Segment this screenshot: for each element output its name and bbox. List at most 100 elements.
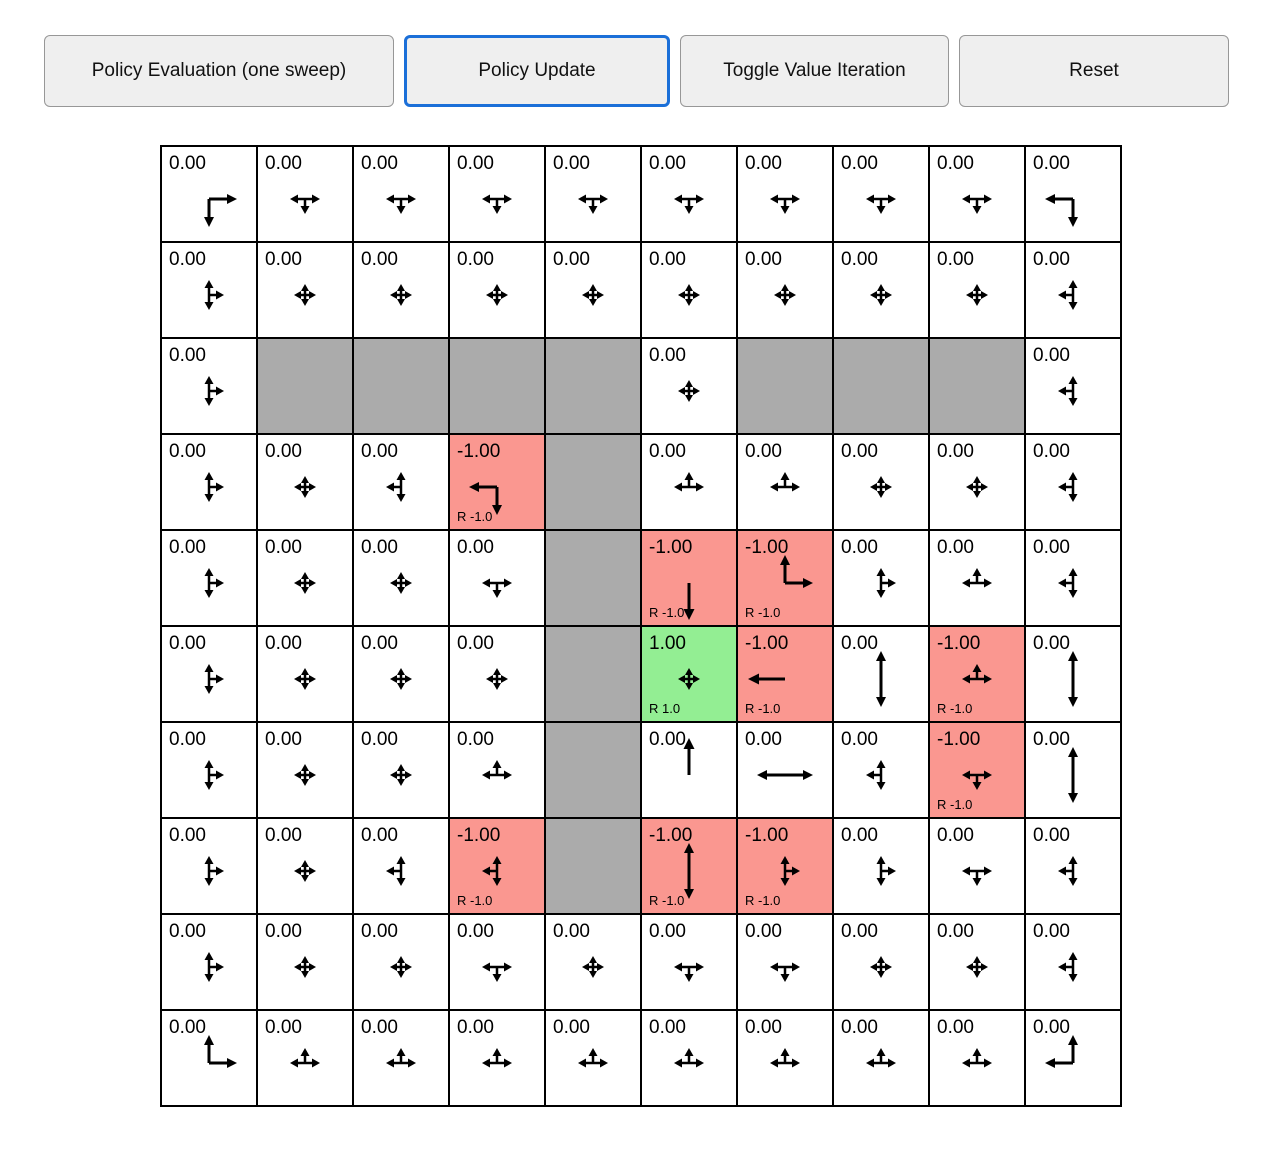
grid-cell-r0c7[interactable]: 0.00 [833,146,929,242]
grid-cell-r8c4[interactable]: 0.00 [545,914,641,1010]
grid-cell-r8c5[interactable]: 0.00 [641,914,737,1010]
grid-cell-r1c0[interactable]: 0.00 [161,242,257,338]
grid-cell-r2c2-wall[interactable] [353,338,449,434]
policy-update-button[interactable]: Policy Update [404,35,670,107]
grid-cell-r6c4-wall[interactable] [545,722,641,818]
grid-cell-r0c6[interactable]: 0.00 [737,146,833,242]
grid-cell-r7c1[interactable]: 0.00 [257,818,353,914]
grid-cell-r2c1-wall[interactable] [257,338,353,434]
grid-cell-r7c9[interactable]: 0.00 [1025,818,1121,914]
grid-cell-r4c6[interactable]: -1.00 R -1.0 [737,530,833,626]
grid-cell-r4c0[interactable]: 0.00 [161,530,257,626]
grid-cell-r0c3[interactable]: 0.00 [449,146,545,242]
grid-cell-r4c3[interactable]: 0.00 [449,530,545,626]
reset-button[interactable]: Reset [959,35,1229,107]
grid-cell-r6c6[interactable]: 0.00 [737,722,833,818]
grid-cell-r9c6[interactable]: 0.00 [737,1010,833,1106]
grid-cell-r4c2[interactable]: 0.00 [353,530,449,626]
grid-cell-r5c7[interactable]: 0.00 [833,626,929,722]
grid-cell-r0c5[interactable]: 0.00 [641,146,737,242]
grid-cell-r6c0[interactable]: 0.00 [161,722,257,818]
grid-cell-r3c7[interactable]: 0.00 [833,434,929,530]
grid-cell-r7c6[interactable]: -1.00 R -1.0 [737,818,833,914]
grid-cell-r1c5[interactable]: 0.00 [641,242,737,338]
grid-cell-r2c9[interactable]: 0.00 [1025,338,1121,434]
grid-cell-r2c0[interactable]: 0.00 [161,338,257,434]
grid-cell-r3c0[interactable]: 0.00 [161,434,257,530]
grid-cell-r3c2[interactable]: 0.00 [353,434,449,530]
grid-cell-r4c5[interactable]: -1.00 R -1.0 [641,530,737,626]
grid-cell-r1c1[interactable]: 0.00 [257,242,353,338]
grid-cell-r7c0[interactable]: 0.00 [161,818,257,914]
grid-cell-r8c0[interactable]: 0.00 [161,914,257,1010]
grid-cell-r0c4[interactable]: 0.00 [545,146,641,242]
grid-cell-r9c0[interactable]: 0.00 [161,1010,257,1106]
grid-cell-r9c4[interactable]: 0.00 [545,1010,641,1106]
grid-cell-r3c3[interactable]: -1.00 R -1.0 [449,434,545,530]
grid-cell-r7c5[interactable]: -1.00 R -1.0 [641,818,737,914]
grid-cell-r1c2[interactable]: 0.00 [353,242,449,338]
grid-cell-r3c1[interactable]: 0.00 [257,434,353,530]
grid-cell-r9c3[interactable]: 0.00 [449,1010,545,1106]
grid-cell-r9c9[interactable]: 0.00 [1025,1010,1121,1106]
grid-cell-r6c2[interactable]: 0.00 [353,722,449,818]
grid-cell-r5c2[interactable]: 0.00 [353,626,449,722]
grid-cell-r9c2[interactable]: 0.00 [353,1010,449,1106]
grid-cell-r6c9[interactable]: 0.00 [1025,722,1121,818]
grid-cell-r0c8[interactable]: 0.00 [929,146,1025,242]
grid-cell-r4c1[interactable]: 0.00 [257,530,353,626]
grid-cell-r8c7[interactable]: 0.00 [833,914,929,1010]
grid-cell-r1c6[interactable]: 0.00 [737,242,833,338]
grid-cell-r4c7[interactable]: 0.00 [833,530,929,626]
grid-cell-r8c1[interactable]: 0.00 [257,914,353,1010]
grid-cell-r1c3[interactable]: 0.00 [449,242,545,338]
grid-cell-r2c5[interactable]: 0.00 [641,338,737,434]
grid-cell-r3c9[interactable]: 0.00 [1025,434,1121,530]
grid-cell-r8c2[interactable]: 0.00 [353,914,449,1010]
grid-cell-r8c3[interactable]: 0.00 [449,914,545,1010]
grid-cell-r3c6[interactable]: 0.00 [737,434,833,530]
grid-cell-r6c8[interactable]: -1.00 R -1.0 [929,722,1025,818]
grid-cell-r5c9[interactable]: 0.00 [1025,626,1121,722]
toggle-value-iteration-button[interactable]: Toggle Value Iteration [680,35,949,107]
grid-cell-r6c1[interactable]: 0.00 [257,722,353,818]
grid-cell-r7c4-wall[interactable] [545,818,641,914]
grid-cell-r9c5[interactable]: 0.00 [641,1010,737,1106]
grid-cell-r3c5[interactable]: 0.00 [641,434,737,530]
grid-cell-r4c9[interactable]: 0.00 [1025,530,1121,626]
grid-cell-r5c0[interactable]: 0.00 [161,626,257,722]
grid-cell-r9c1[interactable]: 0.00 [257,1010,353,1106]
grid-cell-r5c6[interactable]: -1.00 R -1.0 [737,626,833,722]
grid-cell-r1c8[interactable]: 0.00 [929,242,1025,338]
grid-cell-r0c2[interactable]: 0.00 [353,146,449,242]
grid-cell-r7c8[interactable]: 0.00 [929,818,1025,914]
grid-cell-r1c4[interactable]: 0.00 [545,242,641,338]
grid-cell-r3c8[interactable]: 0.00 [929,434,1025,530]
grid-cell-r5c5[interactable]: 1.00 R 1.0 [641,626,737,722]
grid-cell-r4c4-wall[interactable] [545,530,641,626]
grid-cell-r0c0[interactable]: 0.00 [161,146,257,242]
grid-cell-r2c3-wall[interactable] [449,338,545,434]
grid-cell-r5c8[interactable]: -1.00 R -1.0 [929,626,1025,722]
grid-cell-r9c8[interactable]: 0.00 [929,1010,1025,1106]
grid-cell-r2c8-wall[interactable] [929,338,1025,434]
grid-cell-r1c9[interactable]: 0.00 [1025,242,1121,338]
grid-cell-r5c3[interactable]: 0.00 [449,626,545,722]
grid-cell-r8c9[interactable]: 0.00 [1025,914,1121,1010]
grid-cell-r3c4-wall[interactable] [545,434,641,530]
grid-cell-r6c3[interactable]: 0.00 [449,722,545,818]
grid-cell-r5c1[interactable]: 0.00 [257,626,353,722]
grid-cell-r7c2[interactable]: 0.00 [353,818,449,914]
grid-cell-r0c1[interactable]: 0.00 [257,146,353,242]
grid-cell-r9c7[interactable]: 0.00 [833,1010,929,1106]
grid-cell-r2c6-wall[interactable] [737,338,833,434]
grid-cell-r8c6[interactable]: 0.00 [737,914,833,1010]
grid-cell-r5c4-wall[interactable] [545,626,641,722]
grid-cell-r1c7[interactable]: 0.00 [833,242,929,338]
grid-cell-r0c9[interactable]: 0.00 [1025,146,1121,242]
grid-cell-r7c3[interactable]: -1.00 R -1.0 [449,818,545,914]
grid-cell-r8c8[interactable]: 0.00 [929,914,1025,1010]
grid-cell-r4c8[interactable]: 0.00 [929,530,1025,626]
policy-evaluation-button[interactable]: Policy Evaluation (one sweep) [44,35,394,107]
grid-cell-r2c7-wall[interactable] [833,338,929,434]
